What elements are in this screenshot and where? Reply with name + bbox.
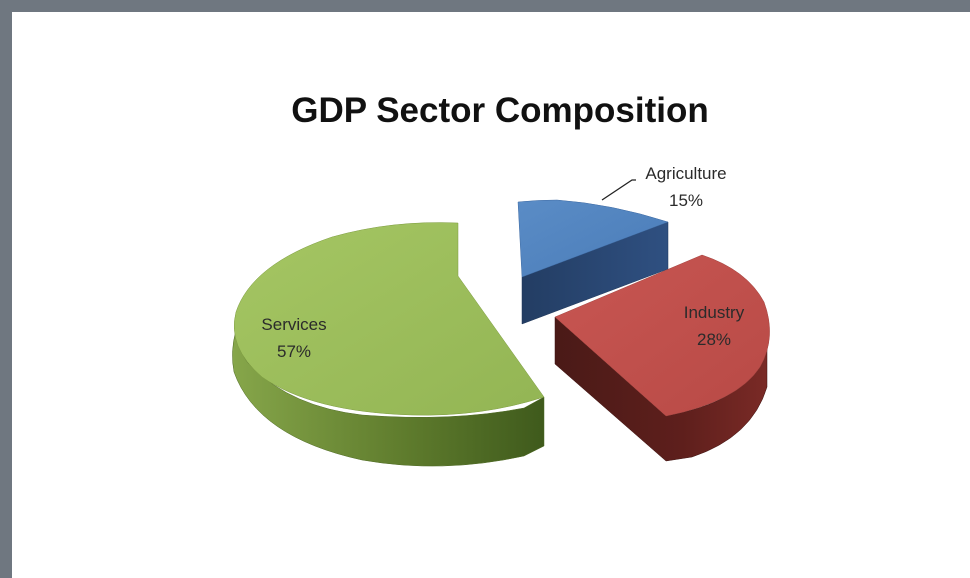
chart-area: GDP Sector Composition Agriculture 15% — [12, 12, 970, 578]
industry-slice-top — [554, 254, 770, 417]
services-label: Services — [261, 315, 326, 334]
agriculture-slice-top — [517, 199, 669, 278]
pie-chart: GDP Sector Composition Agriculture 15% — [232, 91, 770, 467]
services-value-label: 57% — [277, 342, 311, 361]
services-slice-top — [233, 222, 545, 416]
services-slice — [232, 222, 545, 467]
chart-title: GDP Sector Composition — [291, 91, 708, 130]
industry-value-label: 28% — [697, 330, 731, 349]
agriculture-slice — [517, 199, 669, 325]
agriculture-value-label: 15% — [669, 191, 703, 210]
industry-slice — [554, 254, 770, 462]
industry-label: Industry — [684, 303, 745, 322]
agriculture-leader-line — [601, 179, 636, 201]
agriculture-label: Agriculture — [645, 164, 726, 183]
